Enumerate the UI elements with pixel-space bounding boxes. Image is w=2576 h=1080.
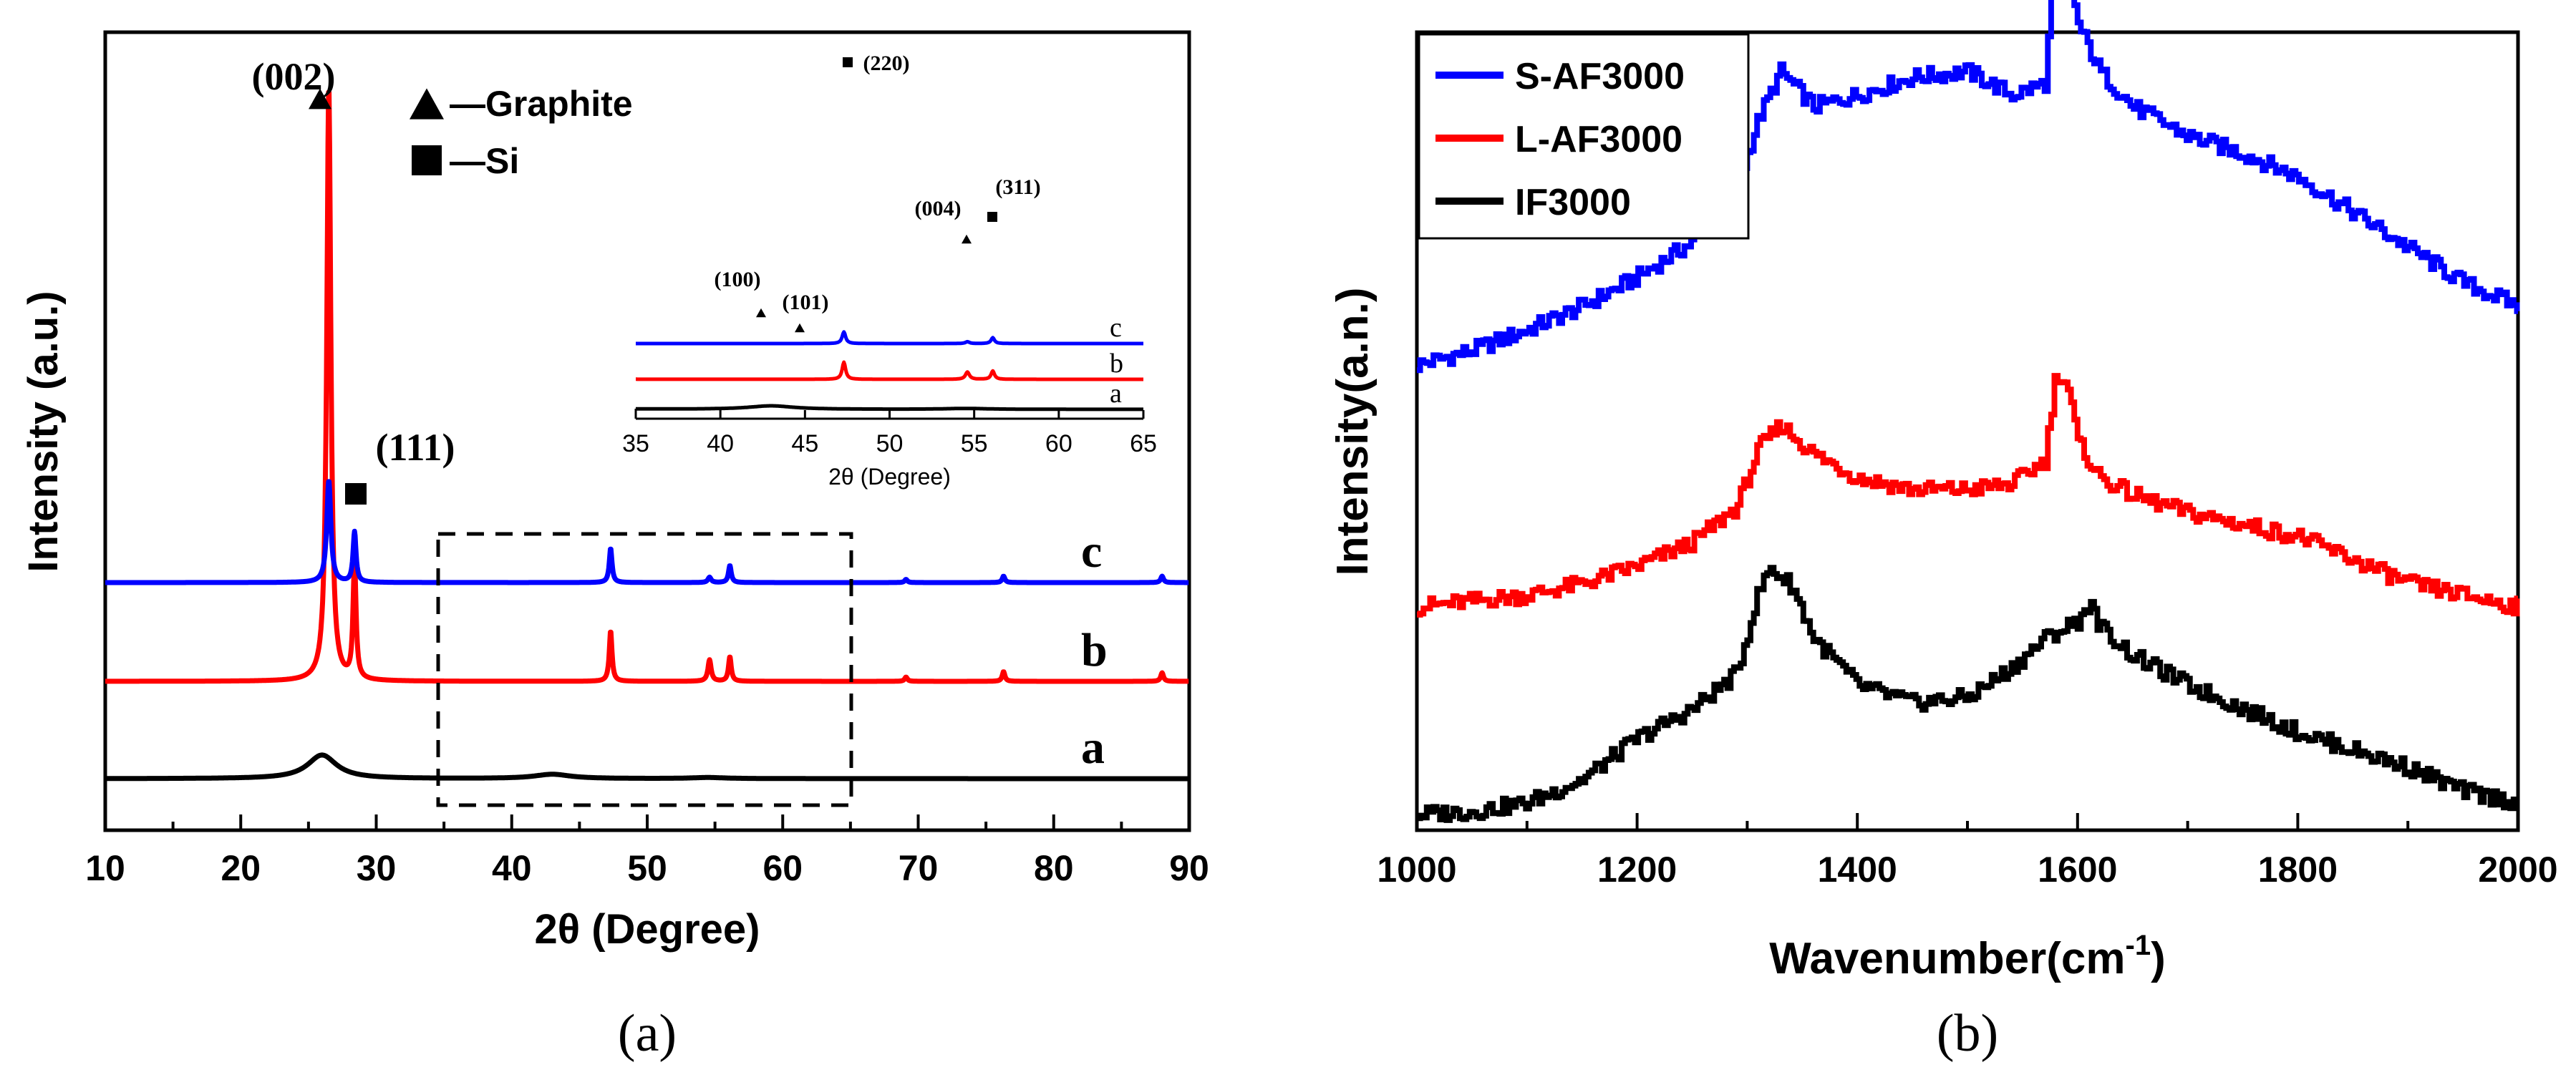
- panel-label-b: (b): [1937, 1004, 1998, 1063]
- x-tick-label-b: 1200: [1597, 850, 1677, 890]
- inset-x-axis-label: 2θ (Degree): [828, 464, 951, 490]
- peak-label-111: (111): [375, 426, 455, 469]
- x-tick-label-a: 70: [899, 848, 939, 888]
- legend-label-L-AF3000: L-AF3000: [1515, 119, 1682, 160]
- legend-label-S-AF3000: S-AF3000: [1515, 56, 1685, 97]
- raman-series-L-AF3000: [1417, 373, 2520, 618]
- inset-x-tick-label: 45: [791, 430, 818, 457]
- panel-a: 10 20 30 40 50 60 70 80 90 abc (002)(111) —Graph…: [20, 30, 1209, 1063]
- x-tick-label-a: 10: [85, 848, 125, 888]
- raman-series-IF3000: [1417, 565, 2520, 823]
- inset-series-line-c: [634, 330, 1145, 346]
- inset-peak-label-311: (311): [995, 175, 1040, 199]
- raman-series-S-AF3000: [1417, 0, 2520, 374]
- inset-x-tick-label: 55: [961, 430, 988, 457]
- series-label-c: c: [1081, 525, 1102, 578]
- series-line-a: [103, 752, 1191, 782]
- inset-series-label-b: b: [1110, 349, 1123, 379]
- inset-series-label-c: c: [1110, 313, 1122, 343]
- x-axis-label-a: 2θ (Degree): [534, 906, 760, 953]
- inset-graphite-marker: [756, 308, 766, 318]
- x-axis-b: 1000 1200 1400 1600 1800 2000: [1377, 813, 2558, 890]
- x-tick-label-a: 60: [762, 848, 803, 888]
- inset-si-marker: [987, 212, 997, 222]
- legend-b: S-AF3000 L-AF3000 IF3000: [1418, 33, 1750, 240]
- panel-label-a: (a): [618, 1004, 677, 1063]
- x-tick-label-a: 40: [492, 848, 532, 888]
- x-tick-label-b: 2000: [2478, 850, 2557, 890]
- x-axis-label-b: Wavenumber(cm-1): [1769, 930, 2166, 983]
- inset-peak-label-004: (004): [915, 197, 962, 220]
- inset-series-line-b: [634, 360, 1145, 381]
- inset-x-tick-label: 35: [622, 430, 649, 457]
- inset-si-marker: [843, 57, 853, 67]
- legend-label-IF3000: IF3000: [1515, 182, 1631, 223]
- graphite-marker: [309, 88, 331, 110]
- zoom-box: [436, 532, 853, 807]
- series-line-c: [103, 479, 1191, 585]
- inset-plot: 35 40 45 50 55 60 65 2θ (Degree) abc (100) (101) (2…: [622, 52, 1157, 490]
- legend-a: —Graphite —Si: [410, 84, 633, 181]
- x-tick-label-b: 1000: [1377, 850, 1456, 890]
- inset-x-tick-label: 60: [1045, 430, 1072, 457]
- inset-series-label-a: a: [1110, 379, 1122, 409]
- inset-peak-label-100: (100): [715, 268, 761, 291]
- inset-x-tick-label: 40: [707, 430, 734, 457]
- si-marker: [345, 483, 367, 505]
- annotations-a: (002) (111): [252, 55, 455, 505]
- legend-si-label: —Si: [450, 141, 519, 181]
- x-tick-label-a: 30: [357, 848, 397, 888]
- x-tick-label-a: 90: [1169, 848, 1209, 888]
- series-group-a: abc: [103, 89, 1191, 782]
- x-tick-label-a: 80: [1034, 848, 1074, 888]
- panel-b: 1000 1200 1400 1600 1800 2000 S-AF3000 L-AF300…: [1328, 0, 2558, 1063]
- y-axis-label-a: Intensity (a.u.): [20, 291, 67, 572]
- inset-x-tick-label: 50: [876, 430, 904, 457]
- x-tick-label-b: 1400: [1818, 850, 1897, 890]
- series-label-b: b: [1081, 624, 1108, 676]
- peak-label-002: (002): [252, 55, 336, 98]
- x-tick-label-a: 20: [221, 848, 261, 888]
- x-tick-label-b: 1600: [2038, 850, 2117, 890]
- x-tick-label-b: 1800: [2258, 850, 2338, 890]
- inset-peak-label-220: (220): [863, 52, 910, 75]
- series-label-a: a: [1081, 721, 1105, 774]
- inset-x-tick-label: 65: [1130, 430, 1157, 457]
- inset-graphite-marker: [962, 234, 972, 244]
- series-line-b: [103, 89, 1191, 684]
- series-group-b: [1417, 0, 2520, 823]
- legend-si-marker: [412, 145, 442, 175]
- inset-series-line-a: [634, 404, 1145, 412]
- inset-graphite-marker: [795, 323, 805, 333]
- y-axis-label-b: Intensity(a.n.): [1328, 287, 1377, 575]
- x-axis-a: 10 20 30 40 50 60 70 80 90: [85, 814, 1209, 888]
- legend-graphite-marker: [410, 88, 444, 120]
- legend-graphite-label: —Graphite: [450, 84, 633, 124]
- x-tick-label-a: 50: [627, 848, 667, 888]
- inset-peak-label-101: (101): [783, 291, 829, 314]
